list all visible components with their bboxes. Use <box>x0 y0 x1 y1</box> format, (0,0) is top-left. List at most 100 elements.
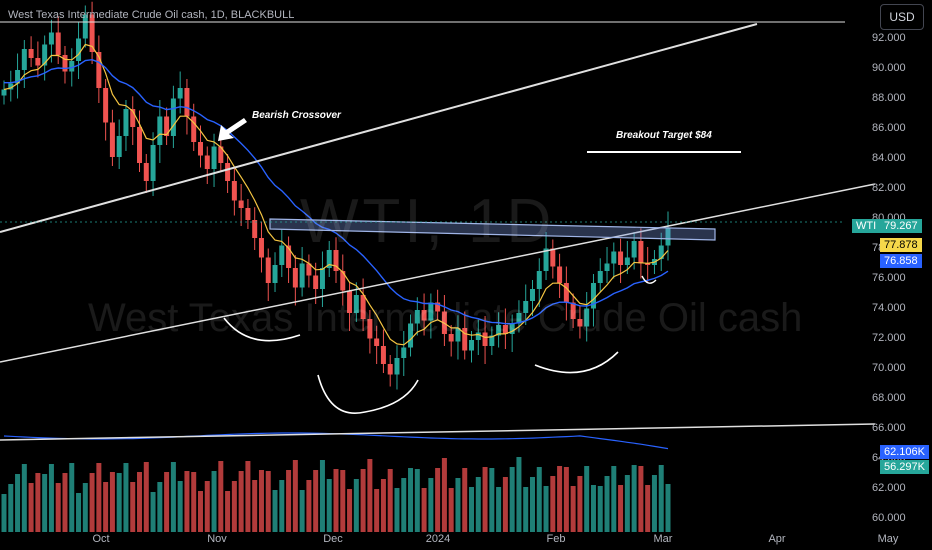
x-tick-label: 2024 <box>426 533 450 545</box>
watermark-name: West Texas Intermediate Crude Oil cash <box>88 296 803 340</box>
volume-trend-line <box>0 423 876 441</box>
candle-body <box>618 251 624 265</box>
candle-body <box>55 32 61 55</box>
candle-body <box>1 89 7 96</box>
candle-body <box>48 32 54 45</box>
volume-bar <box>645 485 651 532</box>
candle-body <box>326 250 332 268</box>
candle-body <box>258 238 264 258</box>
volume-bar <box>550 476 556 532</box>
volume-bar <box>279 480 285 532</box>
volume-bar <box>82 483 88 532</box>
candle-body <box>109 122 115 157</box>
volume-bar <box>658 465 664 532</box>
candle-body <box>597 271 603 283</box>
candle-body <box>21 49 27 70</box>
candle-body <box>123 109 129 136</box>
candle-body <box>137 127 143 163</box>
volume-bar <box>543 486 549 532</box>
volume-bar <box>252 480 258 532</box>
volume-bar <box>21 464 27 532</box>
currency-button[interactable]: USD <box>880 4 924 30</box>
volume-bar <box>611 466 617 532</box>
candle-body <box>455 328 461 342</box>
bearish-crossover-label: Bearish Crossover <box>252 110 341 121</box>
candle-body <box>272 265 278 283</box>
candle-body <box>279 245 285 265</box>
volume-bar <box>35 473 41 532</box>
volume-ma-tag: 62.106K <box>880 445 929 459</box>
candle-body <box>435 302 441 312</box>
left-shoulder-curve <box>223 317 301 342</box>
volume-bar <box>150 492 156 532</box>
candle-body <box>380 346 386 364</box>
volume-bar <box>577 476 583 532</box>
last-price-tag: 79.267 <box>880 219 922 233</box>
small-curve <box>641 275 657 284</box>
candle-body <box>604 263 610 271</box>
candle-body <box>197 142 203 156</box>
candle-body <box>523 301 529 313</box>
ema-slow-tag: 76.858 <box>880 254 922 268</box>
candle-body <box>658 245 664 259</box>
volume-bar <box>157 482 163 532</box>
candle-body <box>82 14 88 39</box>
volume-ma-line <box>3 432 669 450</box>
volume-bar <box>502 477 508 532</box>
x-tick-label: Apr <box>768 533 785 545</box>
candle-body <box>8 83 14 90</box>
candle-body <box>590 283 596 309</box>
candle-body <box>428 302 434 321</box>
candle-body <box>611 251 617 264</box>
candle-body <box>347 290 353 313</box>
candle-body <box>469 340 475 351</box>
volume-bar <box>62 473 68 532</box>
volume-bar <box>455 478 461 532</box>
candle-body <box>584 308 590 327</box>
candles <box>1 1 671 390</box>
volume-bar <box>326 479 332 532</box>
candle-body <box>238 200 244 208</box>
candle-body <box>28 49 34 58</box>
volume-bar <box>211 471 217 532</box>
right-shoulder-curve <box>534 351 619 374</box>
candle-body <box>319 268 325 289</box>
candle-body <box>401 347 407 358</box>
candle-body <box>360 295 366 319</box>
candle-body <box>563 283 569 303</box>
candle-body <box>130 109 136 127</box>
candle-body <box>89 14 95 52</box>
volume-bar <box>116 473 122 532</box>
volume-bar <box>496 487 502 532</box>
volume-bar <box>28 483 34 532</box>
watermark-symbol: WTI, 1D <box>300 187 556 256</box>
volume-bar <box>448 488 454 532</box>
volume-bar <box>42 474 48 532</box>
candle-body <box>306 263 312 276</box>
volume-bar <box>380 479 386 532</box>
x-tick-label: Dec <box>323 533 343 545</box>
volume-bar <box>638 466 644 532</box>
candle-body <box>184 88 190 117</box>
volume-bar <box>590 485 596 532</box>
candle-body <box>292 268 298 288</box>
volume-bar <box>184 471 190 532</box>
candle-body <box>394 358 400 375</box>
candle-body <box>191 116 197 142</box>
candle-body <box>116 136 122 157</box>
volume-bar <box>557 466 563 532</box>
y-tick-label: 74.000 <box>872 302 906 314</box>
volume-bar <box>529 477 535 532</box>
volume-bar <box>258 470 264 532</box>
volume-bar <box>469 487 475 532</box>
candle-body <box>509 323 515 334</box>
y-tick-label: 82.000 <box>872 182 906 194</box>
y-tick-label: 76.000 <box>872 272 906 284</box>
bearish-arrow <box>218 118 247 141</box>
volume-bar <box>130 482 136 532</box>
volume-bar <box>435 468 441 532</box>
candle-body <box>218 146 224 163</box>
volume-bar <box>536 467 542 532</box>
volume-bar <box>238 471 244 532</box>
